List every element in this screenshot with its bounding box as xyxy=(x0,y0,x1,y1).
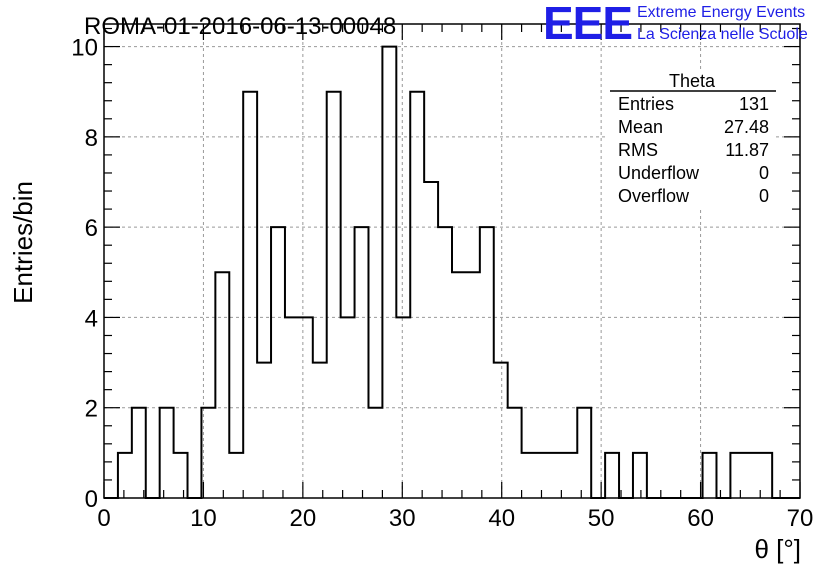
x-tick-label: 20 xyxy=(290,505,317,532)
x-tick-label: 40 xyxy=(488,505,515,532)
stats-title: Theta xyxy=(669,71,716,91)
stats-label: Mean xyxy=(618,117,663,137)
x-tick-labels: 0 10 20 30 40 50 60 70 xyxy=(97,505,813,532)
y-tick-label: 2 xyxy=(85,396,98,423)
stats-rows: Entries 131 Mean 27.48 RMS 11.87 Underflow 0 Ove… xyxy=(618,94,769,206)
y-tick-labels: 0 2 4 6 8 10 xyxy=(71,35,98,513)
stats-label: Overflow xyxy=(618,186,690,206)
x-tick-label: 70 xyxy=(787,505,814,532)
stats-label: RMS xyxy=(618,140,658,160)
stats-value: 0 xyxy=(759,186,769,206)
stats-box: Theta Entries 131 Mean 27.48 RMS 11.87 Underfl… xyxy=(608,70,776,210)
y-tick-label: 4 xyxy=(85,305,98,332)
stats-value: 131 xyxy=(739,94,769,114)
y-tick-label: 8 xyxy=(85,125,98,152)
x-tick-label: 10 xyxy=(190,505,217,532)
chart-title: ROMA-01-2016-06-13-00048 xyxy=(84,13,396,40)
y-tick-label: 10 xyxy=(71,35,98,62)
x-tick-label: 0 xyxy=(97,505,110,532)
plot-frame xyxy=(103,23,801,499)
y-axis-ticks xyxy=(104,27,800,499)
eee-logo-mark: EEE xyxy=(543,0,633,49)
x-axis-label: θ [°] xyxy=(754,534,801,564)
x-tick-label: 30 xyxy=(389,505,416,532)
stats-value: 27.48 xyxy=(724,117,769,137)
y-tick-label: 0 xyxy=(85,486,98,513)
stats-label: Underflow xyxy=(618,163,700,183)
grid-lines xyxy=(104,24,800,498)
logo-line-2: La Scienza nelle Scuole xyxy=(637,26,808,43)
stats-label: Entries xyxy=(618,94,674,114)
stats-value: 0 xyxy=(759,163,769,183)
y-axis-label: Entries/bin xyxy=(8,181,38,304)
stats-value: 11.87 xyxy=(725,140,769,160)
x-tick-label: 60 xyxy=(687,505,714,532)
y-tick-label: 6 xyxy=(85,215,98,242)
x-tick-label: 50 xyxy=(588,505,615,532)
logo-line-1: Extreme Energy Events xyxy=(637,4,806,21)
